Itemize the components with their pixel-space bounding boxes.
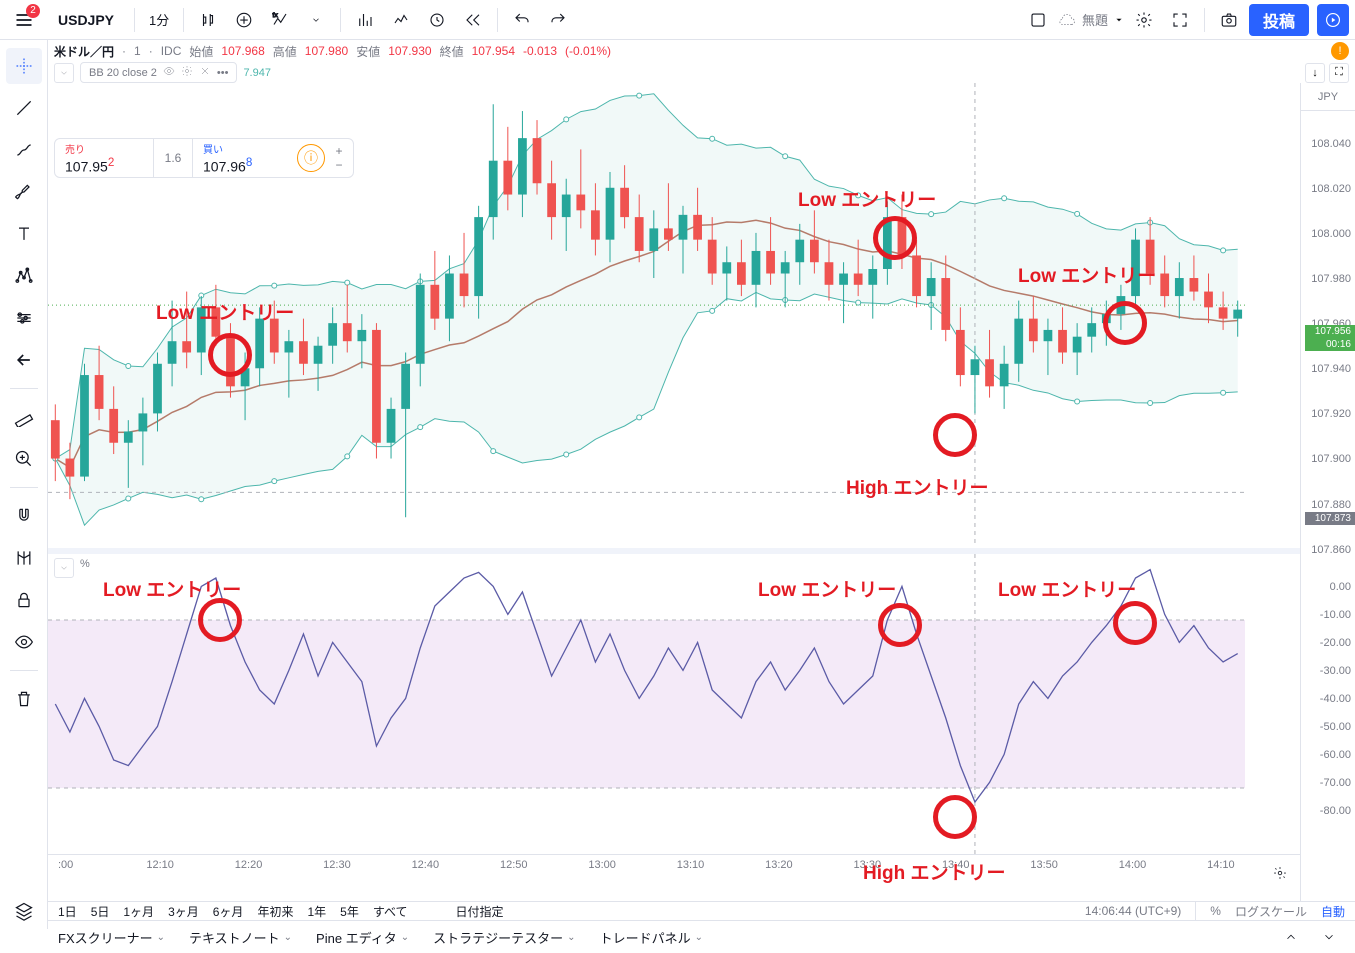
indicator-bar: BB 20 close 2 ••• 7.947 ↓ ⛶ [48, 62, 1355, 83]
spread: 1.6 [153, 139, 193, 177]
cloud-save[interactable]: 無題 [1058, 10, 1124, 29]
layout-icon[interactable] [1022, 4, 1054, 36]
tab-Pine エディタ[interactable]: Pine エディタ ⌄ [316, 928, 409, 947]
price-axis[interactable]: JPY 108.040108.020108.000107.980107.9601… [1300, 83, 1355, 901]
candle-style-icon[interactable] [192, 4, 224, 36]
layers-icon[interactable] [6, 893, 42, 929]
fib-icon[interactable] [6, 132, 42, 168]
indicators-icon[interactable]: fx [264, 4, 296, 36]
top-toolbar: 2 USDJPY 1分 fx 無題 投稿 [0, 0, 1355, 40]
stayondraw-icon[interactable] [6, 540, 42, 576]
cloud-title: 無題 [1082, 10, 1108, 29]
qty-stepper[interactable]: +− [331, 144, 347, 172]
menu-button[interactable]: 2 [6, 2, 42, 38]
alert-icon[interactable] [421, 4, 453, 36]
range-6ヶ月[interactable]: 6ヶ月 [213, 905, 244, 919]
panel-down-icon[interactable] [1313, 921, 1345, 953]
crosshair-icon[interactable] [6, 48, 42, 84]
caret-down-icon[interactable] [300, 4, 332, 36]
alert-warn-icon[interactable]: ! [1331, 42, 1349, 60]
settings-icon[interactable] [1128, 4, 1160, 36]
eye-icon[interactable] [163, 65, 175, 80]
trash-icon[interactable] [6, 681, 42, 717]
screenshot-icon[interactable] [1213, 4, 1245, 36]
lock-icon[interactable] [6, 582, 42, 618]
range-すべて[interactable]: すべて [373, 905, 408, 919]
axis-settings-icon[interactable] [1264, 857, 1296, 889]
log-toggle[interactable]: ログスケール [1235, 903, 1307, 920]
zoom-icon[interactable] [6, 441, 42, 477]
symbol-button[interactable]: USDJPY [46, 2, 126, 38]
forecast-icon[interactable] [6, 300, 42, 336]
ruler-icon[interactable] [6, 399, 42, 435]
trade-panel: 売り 107.952 1.6 買い 107.968 ⓘ +− [54, 138, 354, 178]
chart-canvas[interactable]: % :0012:1012:2012:3012:4012:5013:0013:10… [48, 83, 1300, 901]
time-axis[interactable]: :0012:1012:2012:3012:4012:5013:0013:1013… [48, 854, 1300, 878]
symbol-name: 米ドル／円 [54, 43, 114, 60]
svg-text:fx: fx [273, 12, 279, 19]
undo-icon[interactable] [506, 4, 538, 36]
range-3ヶ月[interactable]: 3ヶ月 [168, 905, 199, 919]
range-bar: 1日 5日 1ヶ月 3ヶ月 6ヶ月年初来 1年 5年すべて 日付指定 14:06:44 (U… [48, 901, 1355, 920]
redo-icon[interactable] [542, 4, 574, 36]
tab-FXスクリーナー[interactable]: FXスクリーナー ⌄ [58, 928, 165, 947]
pct-toggle[interactable]: % [1210, 904, 1221, 918]
financials-icon[interactable] [349, 4, 381, 36]
date-range-button[interactable]: 日付指定 [456, 903, 504, 920]
tab-テキストノート[interactable]: テキストノート ⌄ [189, 928, 292, 947]
interval-button[interactable]: 1分 [143, 4, 175, 36]
pattern-icon[interactable] [6, 258, 42, 294]
text-icon[interactable] [6, 216, 42, 252]
back-icon[interactable] [6, 342, 42, 378]
tab-トレードパネル[interactable]: トレードパネル ⌄ [600, 928, 703, 947]
tab-ストラテジーテスター[interactable]: ストラテジーテスター ⌄ [433, 928, 575, 947]
symbol-info: 米ドル／円 ·1 ·IDC 始値107.968 高値107.980 安値107.… [48, 40, 1355, 62]
post-button[interactable]: 投稿 [1249, 4, 1309, 36]
brush-icon[interactable] [6, 174, 42, 210]
more-icon[interactable]: ••• [217, 67, 229, 79]
buy-button[interactable]: 買い 107.968 [193, 139, 291, 177]
drawing-toolbar [0, 40, 48, 929]
close-icon[interactable] [199, 65, 211, 80]
bottom-panel-tabs: FXスクリーナー ⌄ テキストノート ⌄ Pine エディタ ⌄ ストラテジーテスター… [48, 920, 1355, 953]
notif-badge: 2 [26, 4, 40, 18]
sell-button[interactable]: 売り 107.952 [55, 139, 153, 177]
restore-icon[interactable]: ⛶ [1329, 63, 1349, 83]
play-button[interactable] [1317, 4, 1349, 36]
auto-toggle[interactable]: 自動 [1321, 903, 1345, 920]
gear-icon[interactable] [181, 65, 193, 80]
eye-icon[interactable] [6, 624, 42, 660]
range-1年[interactable]: 1年 [307, 905, 326, 919]
range-5日[interactable]: 5日 [91, 905, 110, 919]
bb-indicator-chip[interactable]: BB 20 close 2 ••• [80, 62, 237, 83]
trendline-icon[interactable] [6, 90, 42, 126]
collapse-icon[interactable] [54, 63, 74, 83]
range-年初来[interactable]: 年初来 [257, 905, 293, 919]
currency-label: JPY [1301, 83, 1355, 111]
range-1ヶ月[interactable]: 1ヶ月 [123, 905, 154, 919]
info-icon[interactable]: ⓘ [297, 144, 325, 172]
panel-up-icon[interactable] [1275, 921, 1307, 953]
range-1日[interactable]: 1日 [58, 905, 77, 919]
templates-icon[interactable] [385, 4, 417, 36]
divider [134, 8, 135, 32]
range-5年[interactable]: 5年 [340, 905, 359, 919]
collapse-osc-icon[interactable] [54, 558, 74, 578]
compare-icon[interactable] [228, 4, 260, 36]
chart-area: 米ドル／円 ·1 ·IDC 始値107.968 高値107.980 安値107.… [48, 40, 1355, 929]
fullscreen-icon[interactable] [1164, 4, 1196, 36]
magnet-icon[interactable] [6, 498, 42, 534]
replay-icon[interactable] [457, 4, 489, 36]
scroll-left-icon[interactable]: ↓ [1305, 63, 1325, 83]
clock-label: 14:06:44 (UTC+9) [1085, 904, 1181, 918]
